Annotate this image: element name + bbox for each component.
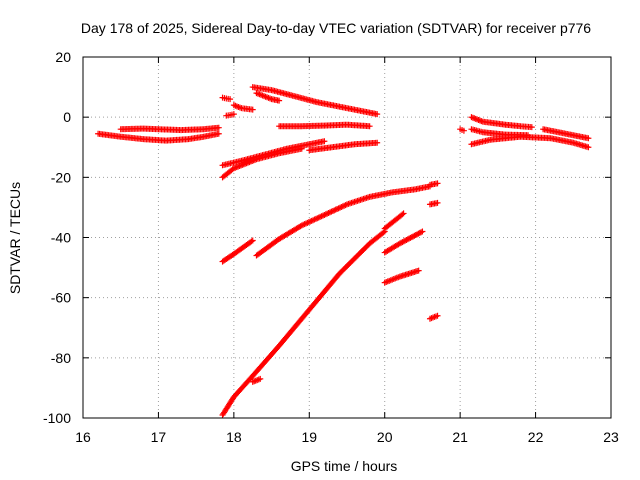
data-point [528,124,535,131]
series-arc10 [306,139,381,154]
series-arc4 [253,90,283,104]
data-point [321,138,328,145]
axis-ticks: 16 17 18 19 20 21 22 23 20 0 -20 -40 -60 -80 -100 [43,49,619,445]
x-tick-label: 23 [603,429,619,445]
series-arc1b [117,124,222,134]
data-point [257,375,264,382]
y-tick-label: -20 [51,169,71,185]
series-arc1a [95,130,222,144]
x-axis-label: GPS time / hours [291,458,398,474]
data-point [418,229,425,236]
series-arc16 [381,228,426,256]
series-arc11 [219,237,256,265]
series-arc9 [219,145,305,181]
data-point [215,124,222,131]
data-points [95,84,592,418]
series-arc5 [249,84,381,118]
data-point [460,127,467,134]
x-tick-label: 21 [452,429,468,445]
data-point [298,145,305,152]
series-arc3 [230,102,256,113]
data-point [585,135,592,142]
chart-title: Day 178 of 2025, Sidereal Day-to-day VTE… [81,20,591,36]
series-arc2 [219,94,234,103]
data-point [374,111,381,118]
data-point [366,123,373,130]
series-arc17 [381,267,422,286]
data-point [434,199,441,206]
data-point [374,139,381,146]
data-point [434,312,441,319]
series-arc6 [223,111,237,119]
series-arc21 [457,126,467,134]
data-point [230,111,237,118]
x-tick-label: 16 [75,429,91,445]
data-point [227,96,234,103]
series-arc13 [426,180,441,188]
y-axis-label: SDTVAR / TECUs [7,182,23,294]
data-point [434,180,441,187]
data-point [249,237,256,244]
data-point [381,228,388,235]
x-tick-label: 19 [301,429,317,445]
y-tick-label: -40 [51,230,71,246]
data-point [215,130,222,137]
y-tick-label: -100 [43,410,71,426]
data-point [585,144,592,151]
data-point [249,106,256,113]
series-arc14 [426,199,441,208]
y-tick-label: -60 [51,290,71,306]
series-arc7 [276,121,373,130]
x-tick-label: 18 [226,429,242,445]
data-point [415,267,422,274]
x-tick-label: 20 [377,429,393,445]
data-point [419,228,426,235]
grid-layer [83,57,611,418]
y-tick-label: 0 [63,109,71,125]
data-point [380,229,387,236]
series-arc18 [426,312,441,322]
series-arc12 [253,183,433,259]
x-tick-label: 17 [151,429,167,445]
series-arc19 [219,228,388,418]
y-tick-label: -80 [51,350,71,366]
series-arc25 [540,126,592,142]
series-arc15 [381,210,407,232]
data-point [400,210,407,217]
data-point [399,211,406,218]
series-arc20 [249,375,264,385]
data-point [276,97,283,104]
y-tick-label: 20 [55,49,71,65]
series-arc24 [468,133,592,151]
x-tick-label: 22 [528,429,544,445]
data-point [248,238,255,245]
series-arc22 [468,114,535,131]
